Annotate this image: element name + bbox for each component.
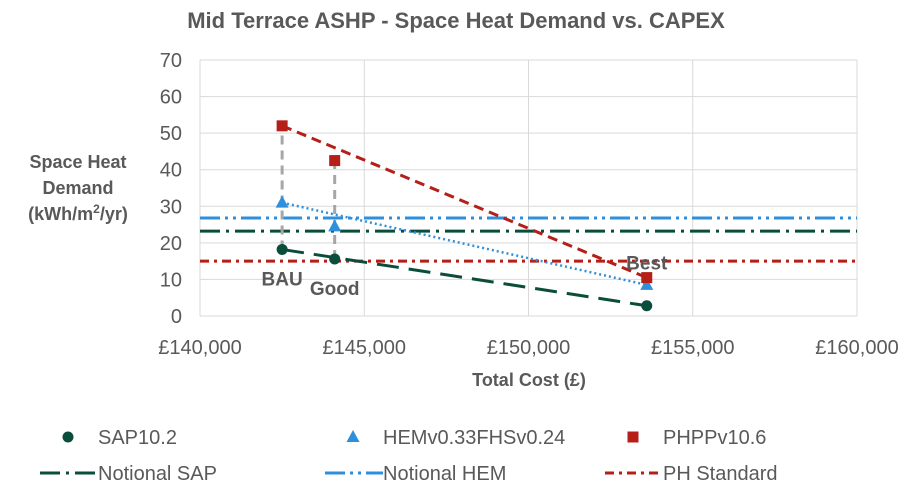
- x-tick-label: £140,000: [158, 337, 241, 359]
- y-axis-title-line: Space Heat: [29, 152, 126, 172]
- gridlines: [199, 59, 858, 317]
- y-axis-title-line: Demand: [42, 178, 113, 198]
- data-point: [640, 277, 654, 290]
- y-tick-label: 20: [160, 233, 182, 255]
- data-point: [329, 155, 341, 167]
- reference-lines: [200, 216, 857, 263]
- x-axis: £140,000 £145,000 £150,000 £155,000 £160,000: [158, 337, 898, 359]
- x-axis-title: Total Cost (£): [472, 370, 586, 390]
- y-tick-label: 10: [160, 269, 182, 291]
- y-tick-label: 0: [171, 306, 182, 328]
- legend-label: Notional SAP: [98, 463, 217, 485]
- y-axis-title: Space Heat Demand (kWh/m2/yr): [28, 152, 128, 224]
- trendline: [281, 201, 648, 287]
- x-tick-label: £155,000: [651, 337, 734, 359]
- data-point: [328, 219, 342, 232]
- legend-label: PHPPv10.6: [663, 427, 766, 449]
- legend-marker: [627, 431, 639, 443]
- annotation-label: Good: [310, 279, 360, 300]
- trendline: [281, 124, 648, 279]
- chart-title: Mid Terrace ASHP - Space Heat Demand vs.…: [187, 8, 725, 33]
- legend: SAP10.2 HEMv0.33FHSv0.24 PHPPv10.6 Notional…: [40, 427, 778, 485]
- data-point: [276, 120, 288, 132]
- y-tick-label: 60: [160, 87, 182, 109]
- x-tick-label: £160,000: [815, 337, 898, 359]
- data-point: [329, 253, 341, 265]
- annotation-label: Best: [626, 254, 668, 275]
- data-point: [641, 300, 653, 312]
- annotations: BAU Good Best: [262, 254, 668, 300]
- trendlines: [281, 124, 648, 308]
- x-tick-label: £145,000: [323, 337, 406, 359]
- y-tick-label: 40: [160, 160, 182, 182]
- drop-lines: [280, 125, 337, 259]
- legend-label: SAP10.2: [98, 427, 177, 449]
- y-axis: 0 10 20 30 40 50 60 70: [160, 50, 182, 328]
- data-point: [641, 272, 653, 284]
- legend-marker: [346, 430, 360, 442]
- annotation-label: BAU: [262, 269, 303, 290]
- legend-label: PH Standard: [663, 463, 778, 485]
- x-tick-label: £150,000: [487, 337, 570, 359]
- y-tick-label: 30: [160, 196, 182, 218]
- data-point: [275, 195, 289, 208]
- legend-label: HEMv0.33FHSv0.24: [383, 427, 565, 449]
- legend-label: Notional HEM: [383, 463, 506, 485]
- trendline: [281, 247, 647, 308]
- y-tick-label: 70: [160, 50, 182, 72]
- data-point: [276, 243, 288, 255]
- legend-marker: [62, 431, 74, 443]
- y-tick-label: 50: [160, 123, 182, 145]
- y-axis-title-line: (kWh/m2/yr): [28, 202, 128, 224]
- data-points: [275, 120, 654, 312]
